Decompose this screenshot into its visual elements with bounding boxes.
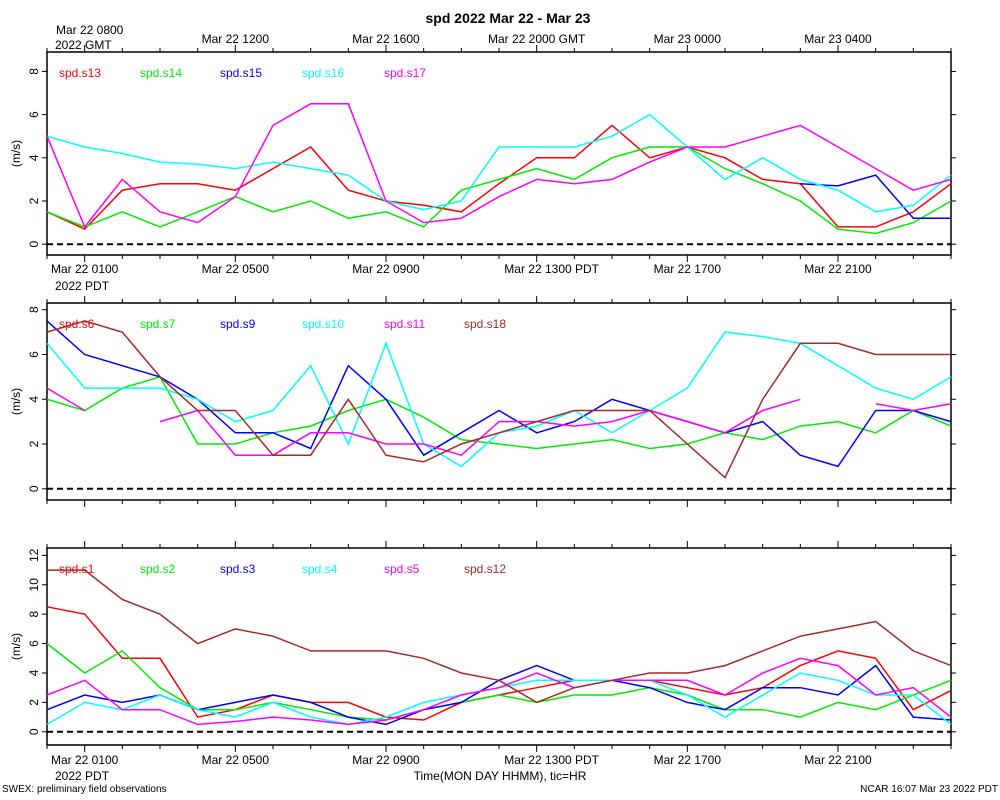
gmt-tick-label: Mar 22 2000 GMT <box>488 32 586 46</box>
legend-spd-s16: spd.s16 <box>302 66 344 80</box>
legend-spd-s18: spd.s18 <box>464 317 506 331</box>
y-axis-label: (m/s) <box>9 388 23 415</box>
pdt-tick-label: Mar 22 0500 <box>202 262 270 276</box>
y-tick-label: 4 <box>27 396 41 403</box>
pdt-tick-label: Mar 22 1300 PDT <box>504 262 599 276</box>
footer-right: NCAR 16:07 Mar 23 2022 PDT <box>860 784 998 795</box>
series-line-spd-s14 <box>46 146 952 235</box>
legend-spd-s3: spd.s3 <box>220 562 256 576</box>
pdt-year-label: 2022 PDT <box>55 279 110 293</box>
plot-frame <box>46 547 952 746</box>
y-tick-label: 0 <box>27 241 41 248</box>
y-tick-label: 12 <box>27 548 41 562</box>
legend-spd-s10: spd.s10 <box>302 317 344 331</box>
series-line-spd-s2 <box>46 643 952 721</box>
plot-frame <box>46 51 952 256</box>
series-line-spd-s15 <box>800 174 951 220</box>
panel-1: 0 2 4 6 8 (m/s) spd.s13 spd.s14 spd.s15 spd.s16 sp… <box>9 45 956 262</box>
gmt-tick-label: Mar 23 0000 <box>654 32 722 46</box>
y-tick-label: 10 <box>27 578 41 592</box>
y-tick-label: 2 <box>27 699 41 706</box>
series-line-spd-s16 <box>46 113 952 213</box>
y-tick-label: 4 <box>27 154 41 161</box>
pdt-tick-label: Mar 22 0100 <box>51 753 119 767</box>
pdt-tick-label: Mar 22 2100 <box>804 753 872 767</box>
footer-left: SWEX: preliminary field observations <box>2 784 167 795</box>
y-tick-label: 6 <box>27 640 41 647</box>
y-tick-label: 8 <box>27 611 41 618</box>
gmt-tick-label: Mar 22 1200 <box>202 32 270 46</box>
series-line-spd-s17 <box>46 103 952 229</box>
series-line-spd-s12 <box>47 569 952 704</box>
chart-title: spd 2022 Mar 22 - Mar 23 <box>426 10 591 26</box>
legend-spd-s15: spd.s15 <box>220 66 262 80</box>
x-axis-label: Time(MON DAY HHMM), tic=HR <box>414 769 587 783</box>
pdt-tick-label: Mar 22 0900 <box>352 262 420 276</box>
legend-spd-s1: spd.s1 <box>59 562 95 576</box>
series-line-spd-s13 <box>46 124 952 231</box>
gmt-tick-label: Mar 22 1600 <box>352 32 420 46</box>
legend-spd-s7: spd.s7 <box>140 317 176 331</box>
plot-frame <box>46 302 952 501</box>
y-tick-label: 0 <box>27 728 41 735</box>
series-line-spd-s7 <box>46 376 952 450</box>
pdt-year-label: 2022 PDT <box>55 769 110 783</box>
legend-spd-s17: spd.s17 <box>384 66 426 80</box>
pdt-tick-label: Mar 22 1700 <box>654 262 722 276</box>
y-axis-label: (m/s) <box>9 633 23 660</box>
legend-spd-s14: spd.s14 <box>140 66 182 80</box>
gmt-year-label: 2022 GMT <box>55 38 112 52</box>
series-line-spd-s10 <box>46 331 952 468</box>
series-line-spd-s11 <box>46 387 86 412</box>
series-line-spd-s18 <box>46 320 951 479</box>
pdt-tick-label: Mar 22 0100 <box>51 262 119 276</box>
legend-spd-s11: spd.s11 <box>384 317 425 331</box>
legend-spd-s4: spd.s4 <box>302 562 338 576</box>
pdt-tick-label: Mar 22 0500 <box>202 753 270 767</box>
legend-spd-s5: spd.s5 <box>384 562 420 576</box>
legend-spd-s2: spd.s2 <box>140 562 176 576</box>
series-line-spd-s5 <box>46 657 952 726</box>
y-tick-label: 0 <box>27 485 41 492</box>
legend-spd-s9: spd.s9 <box>220 317 256 331</box>
legend-spd-s12: spd.s12 <box>464 562 506 576</box>
pdt-tick-label: Mar 22 2100 <box>804 262 872 276</box>
pdt-tick-label: Mar 22 1700 <box>654 753 722 767</box>
y-tick-label: 6 <box>27 111 41 118</box>
y-tick-label: 4 <box>27 669 41 676</box>
y-tick-label: 2 <box>27 440 41 447</box>
pdt-tick-label: Mar 22 1300 PDT <box>504 753 599 767</box>
panel-3: 0 2 4 6 8 10 12 (m/s) spd.s1 spd.s2 spd.s3 spd.s4 sp… <box>9 541 956 752</box>
y-tick-label: 8 <box>27 68 41 75</box>
pdt-tick-label: Mar 22 0900 <box>352 753 420 767</box>
y-tick-label: 6 <box>27 351 41 358</box>
gmt-tick-label: Mar 22 0800 <box>56 23 124 37</box>
gmt-tick-label: Mar 23 0400 <box>804 32 872 46</box>
legend-spd-s13: spd.s13 <box>59 66 101 80</box>
series-line-spd-s11 <box>875 402 952 412</box>
y-axis-label: (m/s) <box>9 140 23 167</box>
y-tick-label: 8 <box>27 306 41 313</box>
y-tick-label: 2 <box>27 197 41 204</box>
series-line-spd-s11 <box>159 398 801 457</box>
